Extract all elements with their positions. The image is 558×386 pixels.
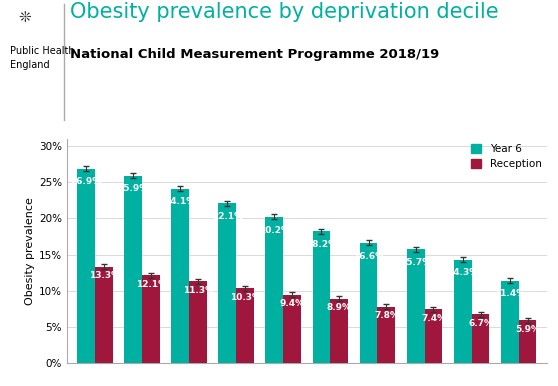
Text: National Child Measurement Programme 2018/19: National Child Measurement Programme 201… xyxy=(70,48,439,61)
Text: 13.3%: 13.3% xyxy=(89,271,119,280)
Text: 14.3%: 14.3% xyxy=(447,268,478,277)
Legend: Year 6, Reception: Year 6, Reception xyxy=(471,144,542,169)
Bar xyxy=(330,298,348,363)
Text: 11.3%: 11.3% xyxy=(182,286,214,295)
Bar xyxy=(283,295,301,363)
Bar xyxy=(425,310,442,363)
Bar xyxy=(472,315,489,363)
Text: Public Health
England: Public Health England xyxy=(10,46,75,69)
Text: 7.4%: 7.4% xyxy=(421,314,446,323)
Bar xyxy=(171,189,189,363)
Text: 20.2%: 20.2% xyxy=(259,226,290,235)
Bar xyxy=(142,276,160,363)
Text: 25.9%: 25.9% xyxy=(118,185,149,193)
Text: 5.9%: 5.9% xyxy=(515,325,540,334)
Bar xyxy=(189,281,207,363)
Bar xyxy=(218,203,237,363)
Bar xyxy=(312,231,330,363)
Text: 6.7%: 6.7% xyxy=(468,319,493,328)
Bar xyxy=(407,249,425,363)
Text: 26.9%: 26.9% xyxy=(71,177,102,186)
Text: Obesity prevalence by deprivation decile: Obesity prevalence by deprivation decile xyxy=(70,2,498,22)
Text: 16.6%: 16.6% xyxy=(353,252,384,261)
Bar xyxy=(78,169,95,363)
Bar xyxy=(266,217,283,363)
Y-axis label: Obesity prevalence: Obesity prevalence xyxy=(25,197,35,305)
Text: ❊: ❊ xyxy=(19,10,31,25)
Bar xyxy=(359,243,377,363)
Bar xyxy=(95,267,113,363)
Text: 22.1%: 22.1% xyxy=(212,212,243,221)
Text: 8.9%: 8.9% xyxy=(327,303,352,312)
Text: 24.1%: 24.1% xyxy=(165,198,196,207)
Bar xyxy=(518,320,536,363)
Text: 10.3%: 10.3% xyxy=(230,293,261,302)
Bar xyxy=(377,306,396,363)
Text: 7.8%: 7.8% xyxy=(374,311,399,320)
Bar xyxy=(501,281,518,363)
Text: 18.2%: 18.2% xyxy=(306,240,337,249)
Text: 11.4%: 11.4% xyxy=(494,289,525,298)
Text: 15.7%: 15.7% xyxy=(400,258,431,267)
Bar xyxy=(454,259,472,363)
Bar xyxy=(124,176,142,363)
Text: 12.1%: 12.1% xyxy=(136,280,167,289)
Text: 9.4%: 9.4% xyxy=(280,299,305,308)
Bar xyxy=(237,288,254,363)
